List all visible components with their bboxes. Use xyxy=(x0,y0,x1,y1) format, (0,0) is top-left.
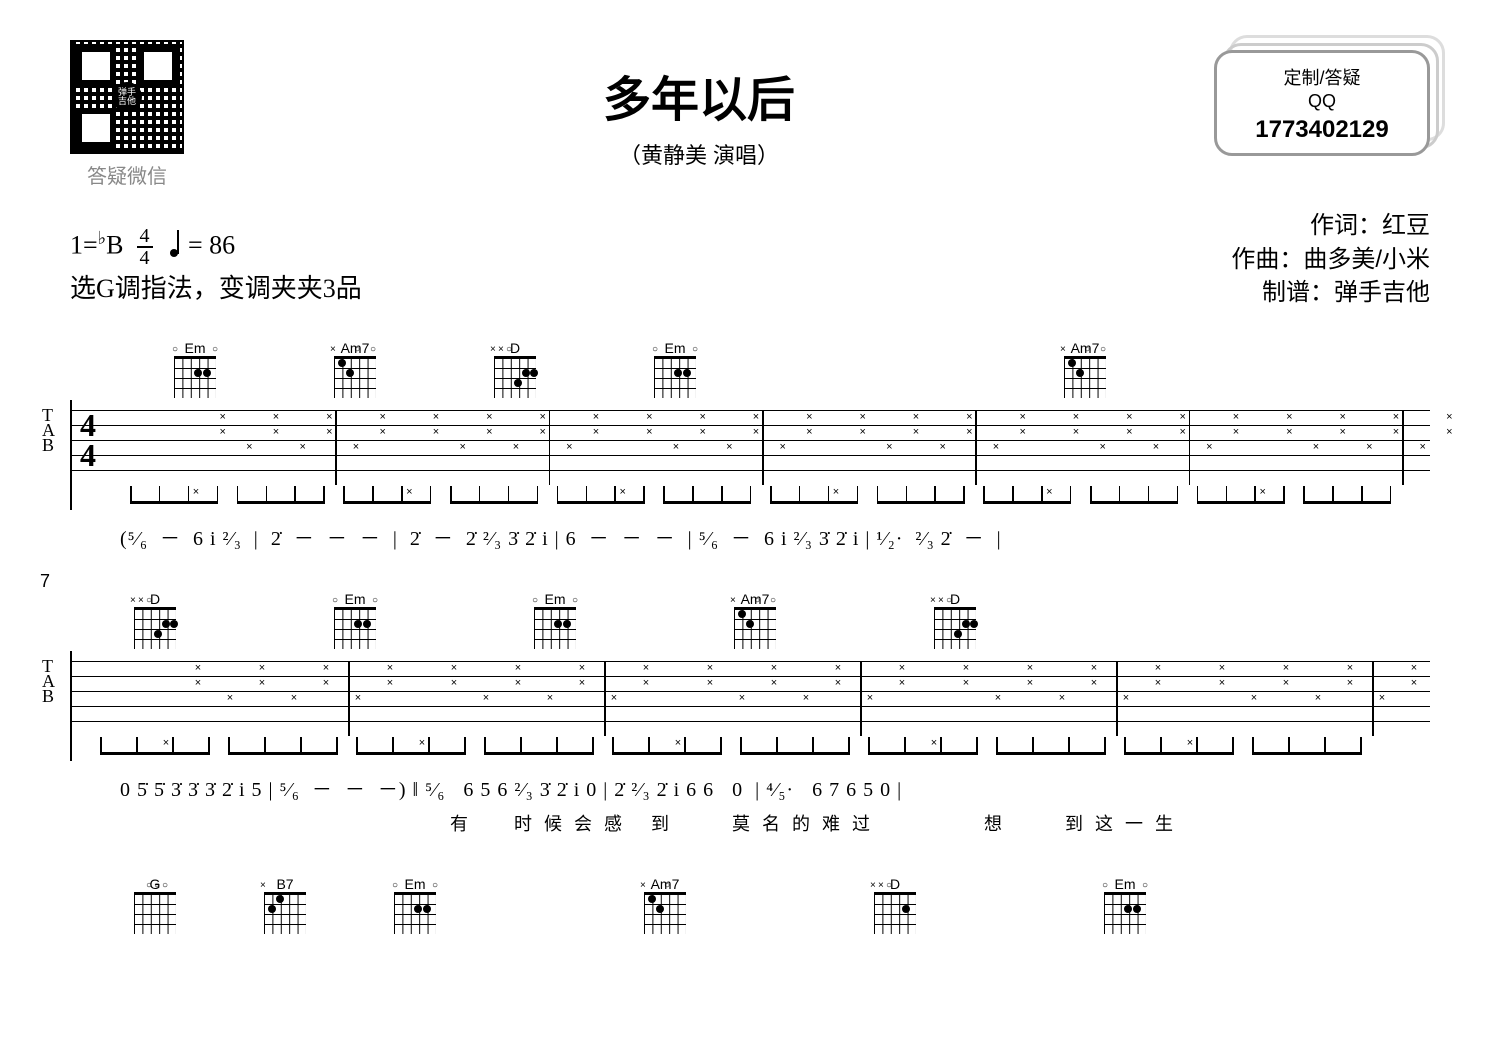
chord-diagram: Am7×○○ xyxy=(730,591,780,649)
chord-diagram: Em○ ○ xyxy=(170,340,220,398)
jianpu-row-1: (⁵⁄₆ － 6 i ²⁄₃ | 2̇ － － － | 2̇ － 2̇ ²⁄₃ … xyxy=(70,522,1430,551)
lyricist: 作词：红豆 xyxy=(1231,209,1430,243)
chord-diagram: Am7×○○ xyxy=(1060,340,1110,398)
tab-staff-1: TAB 44 ×××××××××××××××××××××××××××××××××… xyxy=(70,400,1430,510)
chord-diagram: Am7×○○ xyxy=(330,340,380,398)
chord-row-3: G○○○ B7× Em○○ Am7×○ D××○ Em○○ xyxy=(70,876,1430,934)
chord-diagram: Em○○ xyxy=(390,876,440,934)
qr-block: 弹手 吉他 答疑微信 xyxy=(70,40,184,189)
card-line1: 定制/答疑 xyxy=(1217,67,1427,90)
title-block: 多年以后 （黄静美 演唱） xyxy=(184,40,1214,170)
chord-diagram: D××○ xyxy=(490,340,540,398)
credits: 作词：红豆 作曲：曲多美/小米 制谱：弹手吉他 xyxy=(1231,209,1430,310)
system-number: 7 xyxy=(40,571,50,592)
chord-diagram: Em○○ xyxy=(1100,876,1150,934)
lyrics-row: 有 时候会感 到 莫名的难过 想 到这一生 xyxy=(70,810,1430,836)
qr-center-label: 弹手 吉他 xyxy=(112,82,142,112)
capo-info: 选G调指法，变调夹夹3品 xyxy=(70,268,362,310)
chord-row-1: Em○ ○ Am7×○○ D××○ Em○○ Am7×○○ xyxy=(70,340,1430,398)
tab-label: TAB xyxy=(42,408,55,453)
chord-diagram: Am7×○ xyxy=(640,876,690,934)
quarter-note-icon xyxy=(170,249,178,257)
tab-system-1: Em○ ○ Am7×○○ D××○ Em○○ Am7×○○ TAB 44 ×××… xyxy=(70,340,1430,551)
key-info: 1=♭B 44 = 86 选G调指法，变调夹夹3品 xyxy=(70,224,362,310)
jianpu-row-2: 0 5̇ 5̇ 3̇ 3̇ 3̇ 2̇ i 5 | ⁵⁄₆ － － －) ‖ ⁵… xyxy=(70,773,1430,802)
chord-diagram: Em○○ xyxy=(330,591,380,649)
tab-label: TAB xyxy=(42,659,55,704)
meta-row: 1=♭B 44 = 86 选G调指法，变调夹夹3品 作词：红豆 作曲：曲多美/小… xyxy=(70,209,1430,310)
chord-diagram: G○○○ xyxy=(130,876,180,934)
transcriber: 制谱：弹手吉他 xyxy=(1231,276,1430,310)
tab-system-2: 7 D××○ Em○○ Em○○ Am7×○○ D××○ TAB ×××××××… xyxy=(70,591,1430,836)
card-qq: 1773402129 xyxy=(1217,114,1427,145)
chord-diagram: B7× xyxy=(260,876,310,934)
song-subtitle: （黄静美 演唱） xyxy=(184,138,1214,170)
contact-card: 定制/答疑 QQ 1773402129 xyxy=(1214,50,1430,156)
chord-diagram: D××○ xyxy=(870,876,920,934)
tab-staff-2: TAB ××××××××××××××××××××××××××××××××××××… xyxy=(70,651,1430,761)
chord-diagram: Em○○ xyxy=(530,591,580,649)
qr-code: 弹手 吉他 xyxy=(70,40,184,154)
chord-diagram: Em○○ xyxy=(650,340,700,398)
song-title: 多年以后 xyxy=(184,60,1214,130)
chord-diagram: D××○ xyxy=(930,591,980,649)
chord-diagram: D××○ xyxy=(130,591,180,649)
chord-row-2: D××○ Em○○ Em○○ Am7×○○ D××○ xyxy=(70,591,1430,649)
header: 弹手 吉他 答疑微信 多年以后 （黄静美 演唱） 定制/答疑 QQ 177340… xyxy=(70,40,1430,189)
composer: 作曲：曲多美/小米 xyxy=(1231,243,1430,277)
card-line2: QQ xyxy=(1217,90,1427,113)
qr-label: 答疑微信 xyxy=(87,160,167,189)
